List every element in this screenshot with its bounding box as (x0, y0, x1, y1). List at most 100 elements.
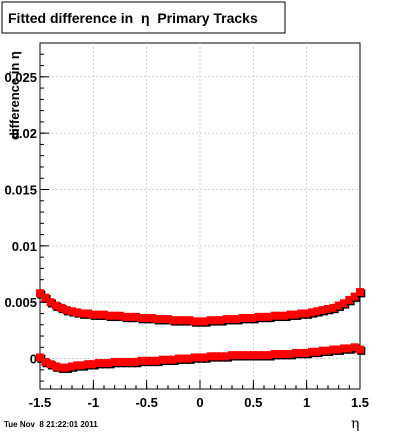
data-point (201, 317, 210, 326)
data-point (36, 353, 44, 362)
data-point (121, 312, 130, 321)
data-point (169, 316, 178, 325)
chart-title: Fitted difference in η Primary Tracks (8, 10, 258, 26)
data-point (318, 306, 327, 315)
data-point (89, 310, 98, 319)
data-point (302, 348, 311, 357)
data-point (132, 312, 140, 321)
data-point (340, 299, 348, 308)
grid (40, 43, 360, 389)
data-point (244, 351, 252, 360)
data-point (265, 312, 274, 321)
data-point (190, 353, 199, 362)
data-point (260, 312, 268, 321)
data-point (254, 351, 263, 360)
data-point (249, 313, 258, 322)
x-tick-label: 0 (196, 395, 203, 410)
y-tick-label: 0.015 (4, 183, 37, 198)
data-point (244, 313, 252, 322)
data-point (137, 356, 146, 365)
data-point (292, 310, 300, 319)
data-point (78, 361, 87, 370)
data-point (228, 351, 236, 360)
y-tick-label: 0 (30, 352, 37, 367)
data-point (270, 350, 279, 359)
data-point (308, 308, 316, 317)
data-point (137, 313, 146, 322)
data-point (334, 301, 343, 310)
data-point (281, 311, 290, 320)
data-point (110, 311, 119, 320)
data-point (350, 292, 359, 301)
data-point (68, 307, 76, 316)
data-point (350, 343, 359, 352)
data-point (281, 350, 290, 359)
title-box-frame (1, 1, 286, 34)
data-point (217, 316, 226, 325)
data-point (84, 309, 92, 318)
data-point (52, 301, 60, 310)
data-point (110, 357, 119, 366)
x-tick-label: 1.5 (351, 395, 369, 410)
data-point (52, 362, 60, 371)
data-point (73, 308, 82, 317)
data-point (276, 311, 284, 320)
data-point (345, 295, 354, 304)
x-axis: -1.5 -1 -0.5 0 0.5 1 1.5 (29, 380, 369, 410)
data-point (41, 293, 50, 302)
data-point (57, 303, 66, 312)
data-point (233, 315, 242, 324)
data-point (153, 356, 162, 365)
data-point (174, 316, 183, 325)
data-point (228, 315, 236, 324)
data-point (217, 352, 226, 361)
data-point (57, 363, 66, 372)
data-point (340, 344, 348, 353)
data-point (164, 355, 172, 364)
data-point (185, 316, 194, 325)
data-point (116, 357, 124, 366)
data-point (105, 311, 114, 320)
data-point (292, 348, 300, 357)
data-point (185, 354, 194, 363)
x-axis-label: η (351, 416, 359, 432)
data-point (249, 351, 258, 360)
data-point (238, 313, 247, 322)
data-point (297, 348, 306, 357)
data-point (148, 313, 156, 322)
data-point (212, 316, 220, 325)
data-point (116, 311, 124, 320)
data-point (190, 317, 199, 326)
data-point (142, 313, 151, 322)
y-tick-label: 0.01 (12, 239, 37, 254)
data-point (153, 315, 162, 324)
data-point (222, 315, 231, 324)
y-tick-label: 0.02 (12, 126, 37, 141)
data-point (324, 304, 332, 313)
data-point (46, 298, 55, 307)
data-point (36, 289, 44, 298)
data-point (94, 310, 103, 319)
data-point (164, 315, 172, 324)
data-point (206, 316, 215, 325)
y-axis: 0 0.005 0.01 0.015 0.02 0.025 (4, 53, 49, 382)
data-point (270, 311, 279, 320)
data-point (297, 309, 306, 318)
data-point (206, 352, 215, 361)
data-point (169, 355, 178, 364)
data-point (148, 356, 156, 365)
data-point (233, 351, 242, 360)
x-tick-label: -1.5 (29, 395, 51, 410)
data-point (334, 345, 343, 354)
data-point (121, 357, 130, 366)
title-box: Fitted difference in η Primary Tracks (1, 1, 286, 34)
data-point (94, 359, 103, 368)
data-point (132, 357, 140, 366)
data-point (68, 362, 76, 371)
y-tick-label: 0.005 (4, 295, 37, 310)
data-point (46, 360, 55, 369)
data-point (89, 360, 98, 369)
data-point (201, 353, 210, 362)
x-tick-label: -1 (88, 395, 100, 410)
